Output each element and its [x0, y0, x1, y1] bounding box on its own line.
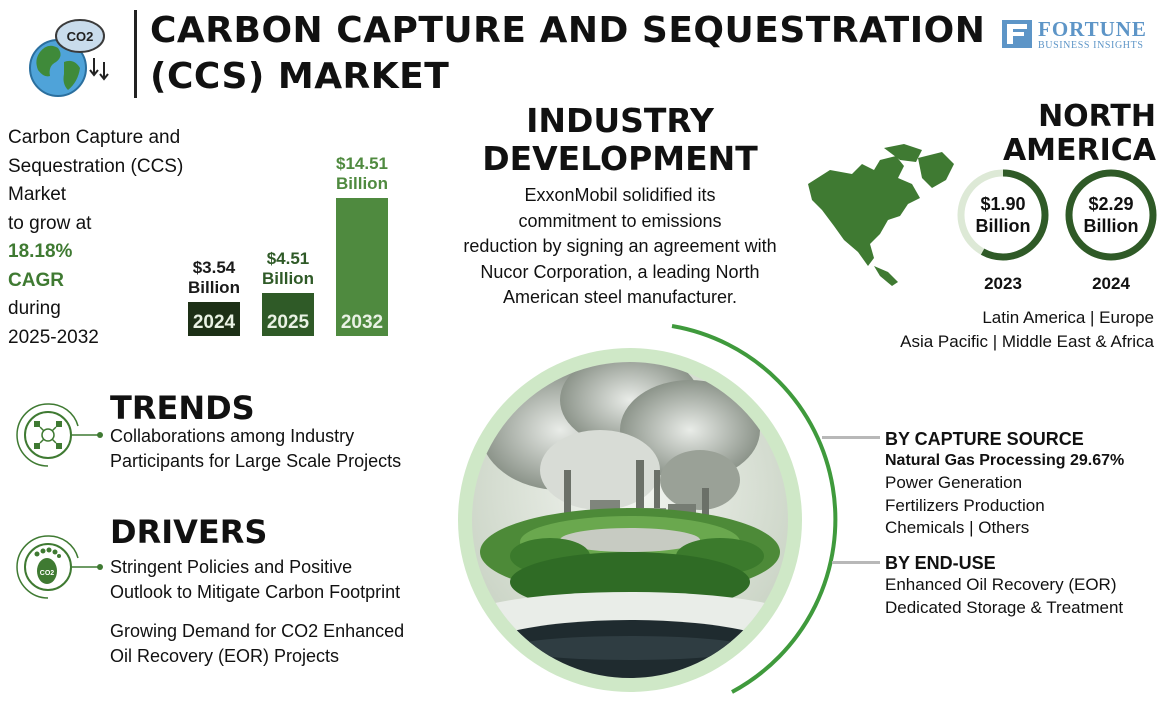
- ring-2023-gauge: [957, 169, 1049, 261]
- footprint-icon: CO2: [14, 532, 104, 602]
- industry-heading-line1: INDUSTRY: [526, 101, 714, 140]
- ring-2024-unit: Billion: [1083, 216, 1139, 236]
- bar-category-label: 2032: [340, 312, 384, 333]
- ring-2024-amount: $2.29: [1088, 194, 1134, 214]
- market-size-bar-chart: 2024 $3.54 Billion 2025 $4.51 Billion 2032 $14.…: [180, 140, 405, 336]
- industry-text-line: commitment to emissions: [518, 210, 722, 231]
- drivers-item-1: Stringent Policies and Positive Outlook …: [110, 555, 400, 605]
- co2-earth-icon: CO2: [18, 12, 118, 98]
- intro-line: Sequestration (CCS): [8, 155, 184, 177]
- ring-2023-unit: Billion: [975, 216, 1031, 236]
- trends-text-line: Participants for Large Scale Projects: [110, 451, 402, 471]
- capture-source-item: Chemicals | Others: [885, 518, 1030, 537]
- north-america-heading: NORTH AMERICA: [1002, 99, 1156, 168]
- intro-line: Market: [8, 184, 67, 205]
- other-regions-line1: Latin America | Europe: [982, 308, 1154, 327]
- bar-value-label: $4.51 Billion: [256, 249, 320, 289]
- ring-2023: $1.90 Billion: [956, 168, 1050, 262]
- ccs-landscape-image: [440, 320, 860, 700]
- end-use-item: Enhanced Oil Recovery (EOR): [885, 575, 1117, 594]
- industry-development-heading: INDUSTRY DEVELOPMENT: [470, 102, 770, 178]
- bar-value-label: $14.51 Billion: [330, 154, 394, 194]
- bar-value-amount: $14.51: [336, 154, 388, 173]
- footprint-co2-label: CO2: [40, 570, 55, 577]
- bar-2032: 2032: [336, 198, 388, 336]
- capture-source-section: BY CAPTURE SOURCE Natural Gas Processing…: [885, 428, 1157, 540]
- trends-heading: TRENDS: [110, 389, 255, 427]
- intro-line: to grow at: [8, 212, 92, 234]
- bar-value-unit: Billion: [336, 174, 388, 193]
- other-regions: Latin America | Europe Asia Pacific | Mi…: [860, 306, 1154, 354]
- forecast-period: 2025-2032: [8, 326, 99, 348]
- market-intro: Carbon Capture and Sequestration (CCS) M…: [8, 124, 193, 352]
- end-use-item: Dedicated Storage & Treatment: [885, 597, 1124, 617]
- other-regions-line2: Asia Pacific | Middle East & Africa: [900, 332, 1154, 351]
- page-title-line2: (CCS) MARKET: [150, 56, 450, 97]
- capture-source-connector: [822, 436, 880, 439]
- ring-2023-amount: $1.90: [980, 194, 1026, 214]
- industry-heading-line2: DEVELOPMENT: [482, 139, 758, 178]
- drivers-item-2: Growing Demand for CO2 Enhanced Oil Reco…: [110, 619, 404, 669]
- end-use-heading: BY END-USE: [885, 553, 996, 573]
- industry-development-text: ExxonMobil solidified its commitment to …: [430, 183, 810, 311]
- brand-subtitle: BUSINESS INSIGHTS: [1038, 40, 1144, 51]
- intro-line: during: [8, 298, 61, 319]
- header-divider: [134, 10, 137, 98]
- cagr-label: CAGR: [8, 269, 64, 291]
- cagr-value: 18.18%: [8, 241, 73, 262]
- end-use-section: BY END-USE Enhanced Oil Recovery (EOR) D…: [885, 552, 1157, 619]
- capture-source-item: Power Generation: [885, 473, 1023, 492]
- ring-2024: $2.29 Billion: [1064, 168, 1158, 262]
- bar-value-amount: $3.54: [192, 258, 236, 277]
- brand-name: FORTUNE: [1038, 17, 1147, 41]
- industry-text-line: reduction by signing an agreement with: [463, 236, 777, 256]
- capture-source-item: Fertilizers Production: [885, 495, 1045, 515]
- north-america-map-icon: [800, 140, 960, 290]
- drivers-text-line: Oil Recovery (EOR) Projects: [110, 646, 340, 666]
- co2-cloud-label: CO2: [67, 29, 94, 44]
- ring-2023-year: 2023: [984, 274, 1022, 293]
- drivers-text-line: Outlook to Mitigate Carbon Footprint: [110, 582, 401, 602]
- page-title-line1: CARBON CAPTURE AND SEQUESTRATION: [150, 10, 986, 51]
- ring-2024-year: 2024: [1092, 274, 1130, 293]
- brand-logo: FORTUNE BUSINESS INSIGHTS: [1002, 18, 1152, 52]
- page-title: CARBON CAPTURE AND SEQUESTRATION (CCS) M…: [150, 8, 985, 100]
- bar-value-unit: Billion: [188, 278, 240, 297]
- industry-text-line: Nucor Corporation, a leading North: [480, 261, 760, 282]
- industry-text-line: ExxonMobil solidified its: [524, 185, 716, 205]
- brand-logo-icon: [1002, 20, 1032, 48]
- trends-text-line: Collaborations among Industry: [110, 426, 355, 446]
- capture-source-heading: BY CAPTURE SOURCE: [885, 429, 1084, 449]
- network-icon: [14, 400, 104, 470]
- bar-2024: 2024: [188, 302, 240, 336]
- drivers-text-line: Growing Demand for CO2 Enhanced: [110, 621, 405, 641]
- end-use-connector: [832, 561, 880, 564]
- bar-value-unit: Billion: [262, 269, 314, 288]
- bar-value-label: $3.54 Billion: [182, 258, 246, 298]
- intro-line: Carbon Capture and: [8, 127, 181, 148]
- drivers-text-line: Stringent Policies and Positive: [110, 557, 353, 577]
- bar-2025: 2025: [262, 293, 314, 336]
- bar-category-label: 2025: [266, 312, 310, 333]
- bar-category-label: 2024: [192, 312, 236, 333]
- industry-text-line: American steel manufacturer.: [502, 287, 738, 307]
- ring-2024-gauge: [1065, 169, 1157, 261]
- drivers-heading: DRIVERS: [110, 513, 268, 551]
- bar-value-amount: $4.51: [266, 249, 310, 268]
- trends-text: Collaborations among Industry Participan…: [110, 424, 401, 474]
- capture-source-lead: Natural Gas Processing 29.67%: [885, 452, 1125, 469]
